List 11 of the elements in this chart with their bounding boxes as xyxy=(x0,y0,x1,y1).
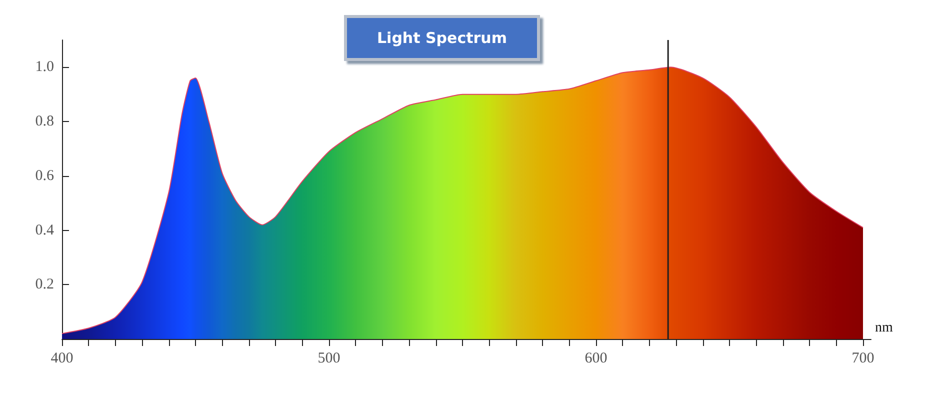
y-tick-label: 0.2 xyxy=(35,276,54,293)
x-tick-label: 700 xyxy=(852,350,874,366)
y-tick-label: 0.6 xyxy=(35,168,54,184)
y-tick-label: 1.0 xyxy=(35,59,54,76)
title-box: Light Spectrum xyxy=(344,15,540,61)
x-axis-title: nm xyxy=(875,320,893,336)
y-tick-label: 0.8 xyxy=(35,114,54,130)
x-tick-label: 400 xyxy=(50,350,74,366)
x-tick-label: 500 xyxy=(318,350,340,366)
y-tick-label: 0.4 xyxy=(35,222,54,238)
x-tick-label: 600 xyxy=(584,350,608,366)
